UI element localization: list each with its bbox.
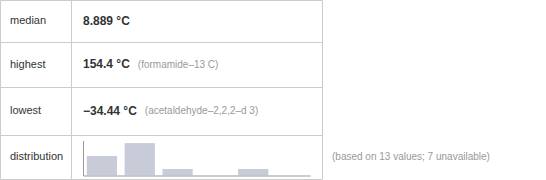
y-axis-line — [83, 141, 84, 176]
table-grid — [1, 1, 323, 180]
table-row-line — [1, 87, 323, 88]
row-label: highest — [10, 58, 45, 70]
row-note: (acetaldehyde–2,2,2–d 3) — [145, 105, 258, 116]
bar — [125, 143, 155, 175]
bar — [162, 169, 192, 175]
x-axis-line — [84, 176, 311, 177]
row-value: 154.4 °C — [83, 57, 130, 71]
chart: median 8.889 °C highest 154.4 °C (formamide–… — [0, 0, 546, 180]
table-column-line — [0, 1, 1, 180]
bar — [276, 175, 306, 176]
row-label: median — [10, 14, 46, 26]
bar — [200, 175, 230, 176]
y-axis — [83, 141, 84, 176]
row-label: lowest — [10, 104, 41, 116]
table-row-line — [1, 42, 323, 43]
x-axis — [84, 176, 311, 177]
row-value: 8.889 °C — [83, 14, 130, 28]
bar — [87, 156, 117, 175]
table-column-line — [71, 1, 72, 180]
row-note: (formamide–13 C) — [138, 59, 219, 70]
row-label: distribution — [10, 150, 63, 162]
row-value: −34.44 °C — [83, 104, 137, 118]
table-column-line — [322, 1, 323, 180]
table-texts: median 8.889 °C highest 154.4 °C (formamide–… — [10, 14, 258, 163]
table-row-line — [1, 135, 323, 136]
footer: (based on 13 values; 7 unavailable) — [332, 151, 490, 162]
table-row-line — [1, 179, 323, 180]
table-row-line — [1, 0, 323, 1]
bar — [238, 169, 268, 175]
bars — [87, 143, 269, 175]
